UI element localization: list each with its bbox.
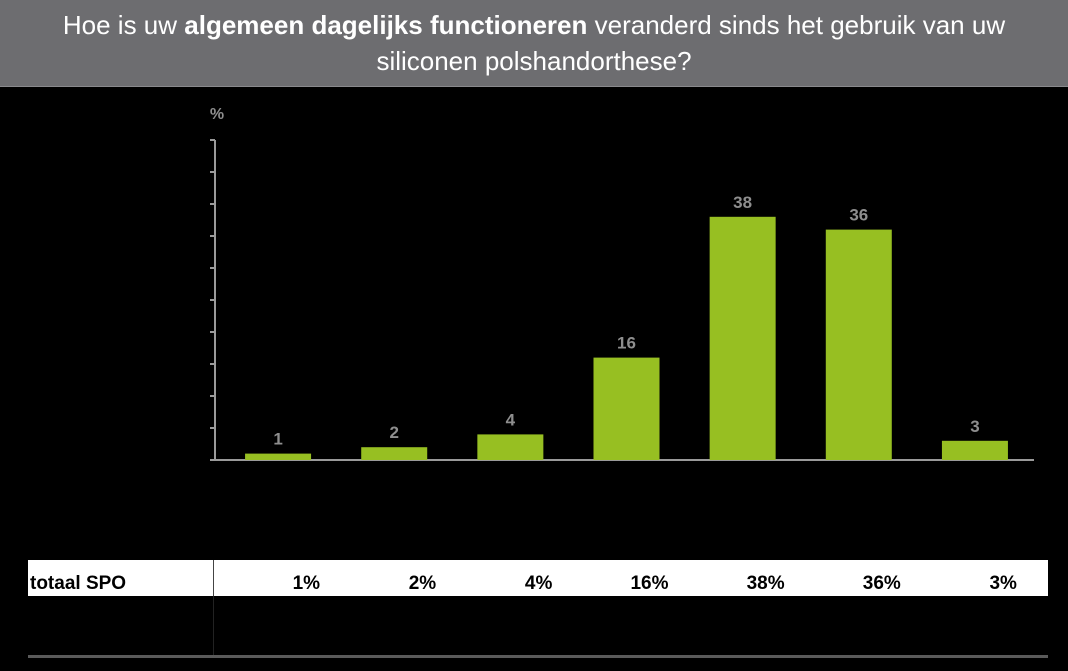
bar — [245, 453, 312, 460]
table-row: totaal SPO 1% 2% 4% 16% 38% 36% 3% — [28, 560, 1048, 598]
bar — [709, 216, 776, 460]
table-cell: 16% — [630, 573, 669, 594]
table-cell: 2% — [408, 573, 437, 594]
bar-chart: % 1 2 4 16 38 36 3 — [210, 106, 1034, 461]
table-cell: 38% — [746, 573, 785, 594]
bar — [361, 447, 428, 460]
table-cell: 3% — [989, 573, 1017, 594]
bar — [477, 434, 544, 460]
data-label: 3 — [970, 417, 979, 436]
table-bottom-rule — [28, 655, 1048, 658]
table-divider-lower — [213, 596, 214, 658]
title-bold: algemeen dagelijks functioneren — [184, 10, 588, 40]
title-bar: Hoe is uw algemeen dagelijks functionere… — [0, 0, 1068, 87]
chart-title: Hoe is uw algemeen dagelijks functionere… — [24, 7, 1044, 79]
table-cell: 1% — [292, 573, 321, 594]
title-part-2: veranderd sinds het gebruik van uw silic… — [376, 10, 1006, 76]
bar — [593, 357, 660, 460]
bar — [825, 229, 892, 460]
data-label: 38 — [733, 193, 752, 212]
data-label: 4 — [506, 410, 516, 429]
y-axis-label: % — [210, 106, 224, 123]
bar — [941, 440, 1008, 460]
row-label: totaal SPO — [30, 573, 127, 594]
table-cell: 4% — [524, 573, 553, 594]
data-label: 1 — [273, 430, 282, 449]
title-part-1: Hoe is uw — [62, 10, 185, 40]
row-divider — [213, 560, 214, 598]
data-label: 2 — [389, 423, 398, 442]
table-cell: 36% — [862, 573, 901, 594]
data-label: 16 — [617, 334, 636, 353]
data-label: 36 — [849, 206, 868, 225]
